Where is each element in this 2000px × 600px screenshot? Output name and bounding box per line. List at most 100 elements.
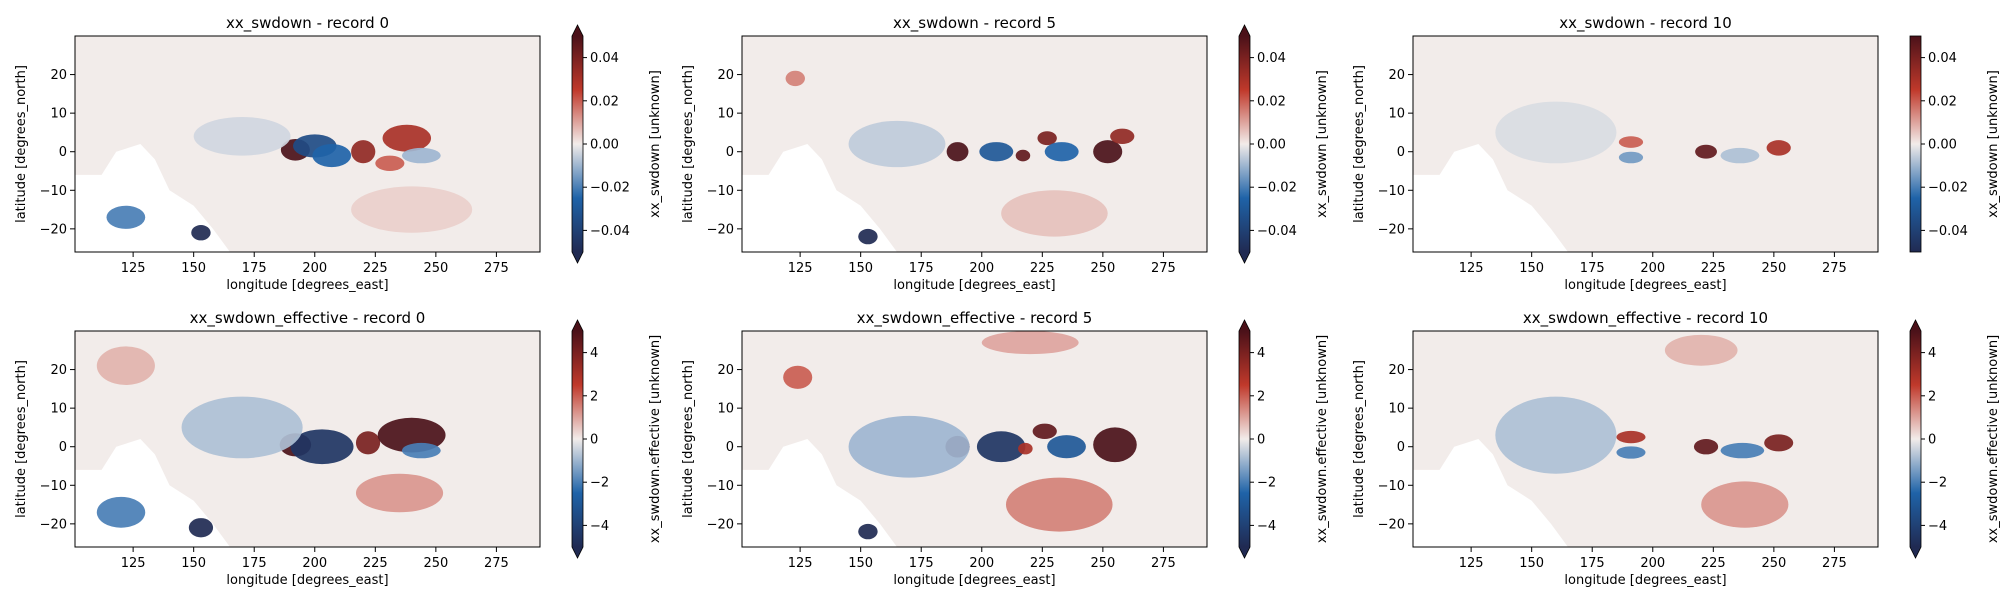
data-anomaly [1695, 144, 1717, 159]
x-tick-label: 125 [788, 556, 813, 571]
field [742, 331, 1137, 547]
y-tick-label: −10 [1378, 184, 1405, 199]
data-anomaly [1766, 140, 1791, 156]
colorbar-tick-label: −0.04 [1257, 224, 1297, 239]
colorbar-extend-min [1239, 252, 1250, 263]
x-tick-label: 250 [423, 261, 448, 276]
colorbar-tick-label: 0.00 [1928, 138, 1957, 153]
data-anomaly [351, 186, 473, 233]
colorbar-tick-label: 4 [1928, 346, 1936, 361]
panel-5: 125 150 175 200 225 250 275−20−1001020xx_swdow… [1352, 309, 2000, 588]
colorbar-label: xx_swdown.effective [unknown] [648, 335, 663, 543]
data-anomaly [188, 518, 214, 538]
data-anomaly [1616, 430, 1646, 444]
colorbar-tick-label: −2 [590, 476, 609, 491]
colorbar-tick-label: 0.02 [590, 94, 619, 109]
colorbar-gradient [1239, 36, 1250, 252]
colorbar: −0.04 −0.02 0.00 0.02 0.04 xx_swdown [unknown… [1909, 35, 2000, 253]
x-tick-label: 275 [1822, 556, 1847, 571]
colorbar-tick-label: −0.02 [1257, 181, 1297, 196]
x-tick-label: 275 [484, 261, 509, 276]
colorbar-tick-label: 0 [1928, 433, 1936, 448]
data-anomaly [193, 117, 291, 156]
colorbar-tick-label: 0 [1257, 433, 1265, 448]
y-tick-label: −20 [1378, 222, 1405, 237]
colorbar-tick-label: 0.02 [1928, 94, 1957, 109]
y-tick-label: 0 [726, 145, 734, 160]
x-tick-label: 225 [1030, 261, 1055, 276]
data-anomaly [181, 396, 303, 459]
data-anomaly [382, 124, 432, 152]
field [75, 36, 473, 252]
data-anomaly [401, 147, 441, 164]
y-tick-label: 10 [1388, 107, 1405, 122]
data-anomaly [1093, 427, 1137, 463]
y-tick-label: 0 [1397, 440, 1405, 455]
x-tick-label: 200 [1640, 556, 1665, 571]
colorbar-outline [571, 319, 584, 559]
x-tick-label: 250 [1761, 556, 1786, 571]
data-anomaly [1005, 477, 1113, 532]
panel-title: xx_swdown - record 5 [893, 14, 1056, 33]
colorbar-extend-max [1910, 320, 1921, 331]
data-anomaly [355, 431, 381, 455]
y-tick-label: 20 [717, 68, 734, 83]
field [1413, 36, 1791, 252]
colorbar-tick-label: −4 [1257, 519, 1276, 534]
data-anomaly [1720, 442, 1765, 459]
colorbar-tick-label: −0.04 [590, 224, 630, 239]
colorbar-gradient [1239, 331, 1250, 547]
colorbar-label: xx_swdown [unknown] [648, 70, 663, 218]
y-tick-label: 0 [59, 145, 67, 160]
y-tick-label: 20 [1388, 363, 1405, 378]
y-tick-label: −20 [707, 517, 734, 532]
colorbar-extend-min [1239, 547, 1250, 558]
axes-frame [741, 35, 1208, 253]
x-tick-label: 200 [302, 556, 327, 571]
data-anomaly [1495, 101, 1617, 164]
data-anomaly [785, 70, 805, 87]
panel-title: xx_swdown - record 0 [226, 14, 389, 33]
colorbar-tick-label: 4 [1257, 346, 1265, 361]
y-tick-label: −10 [40, 479, 67, 494]
colorbar: −4 −2 0 2 4 xx_swdown.effective [unknown] [571, 319, 663, 559]
y-axis-label: latitude [degrees_north] [681, 65, 696, 223]
colorbar-tick-label: 0 [590, 433, 598, 448]
data-anomaly [106, 205, 146, 229]
colorbar: −0.04 −0.02 0.00 0.02 0.04 xx_swdown [unknown… [571, 24, 663, 264]
x-tick-label: 200 [1640, 261, 1665, 276]
axes-frame [74, 330, 541, 548]
colorbar-label: xx_swdown.effective [unknown] [1986, 335, 2000, 543]
x-tick-label: 200 [969, 556, 994, 571]
colorbar-label: xx_swdown.effective [unknown] [1315, 335, 1330, 543]
x-axis-label: longitude [degrees_east] [1564, 573, 1726, 588]
panel-title: xx_swdown_effective - record 10 [1523, 309, 1768, 328]
colorbar-gradient [572, 36, 583, 252]
colorbar-tick-label: −4 [590, 519, 609, 534]
panel-title: xx_swdown_effective - record 5 [857, 309, 1093, 328]
x-tick-label: 225 [1701, 261, 1726, 276]
y-tick-label: −10 [40, 184, 67, 199]
data-anomaly [1044, 142, 1079, 162]
x-tick-label: 175 [242, 261, 267, 276]
y-tick-label: 0 [59, 440, 67, 455]
x-tick-label: 150 [848, 556, 873, 571]
y-tick-label: −10 [707, 479, 734, 494]
y-tick-label: 20 [1388, 68, 1405, 83]
data-anomaly [1032, 423, 1057, 439]
colorbar-tick-label: 0.00 [590, 138, 619, 153]
data-anomaly [858, 523, 878, 540]
panel-4: 125 150 175 200 225 250 275−20−1001020xx_swdow… [681, 309, 1330, 588]
y-tick-label: 20 [50, 363, 67, 378]
data-anomaly [1018, 442, 1033, 455]
data-anomaly [290, 429, 354, 465]
data-anomaly [96, 496, 146, 528]
y-axis-label: latitude [degrees_north] [14, 360, 29, 518]
colorbar-tick-label: 0.04 [590, 51, 619, 66]
y-tick-label: −20 [1378, 517, 1405, 532]
data-anomaly [1720, 147, 1760, 164]
data-anomaly [191, 225, 211, 241]
x-tick-label: 175 [909, 556, 934, 571]
x-tick-label: 275 [484, 556, 509, 571]
